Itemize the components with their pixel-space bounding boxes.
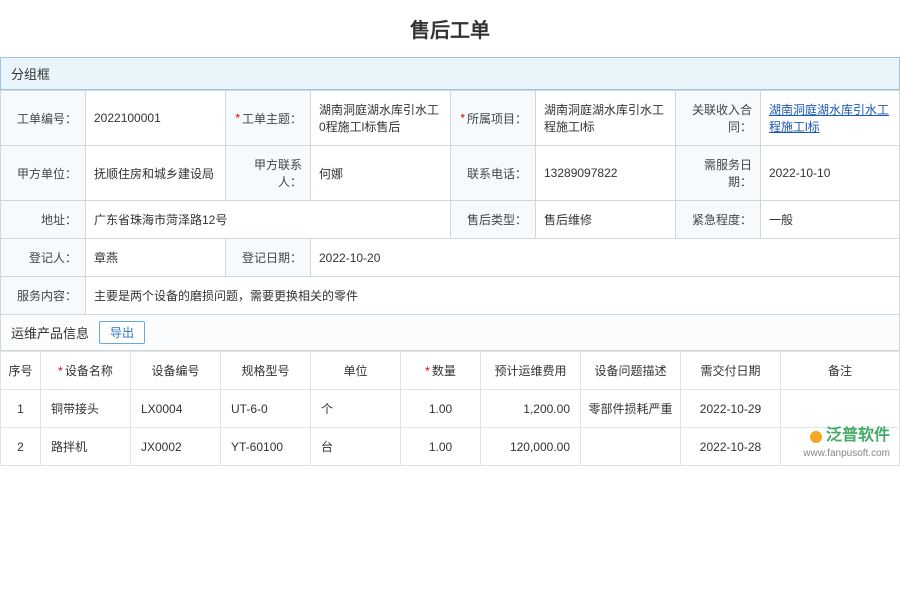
cell-seq: 2 [1, 428, 41, 466]
col-name-text: 设备名称 [65, 364, 113, 378]
label-address: 地址： [1, 201, 86, 239]
col-seq: 序号 [1, 352, 41, 390]
brand-url: www.fanpusoft.com [803, 447, 890, 460]
value-order-no: 2022100001 [86, 91, 226, 146]
label-subject: *工单主题： [226, 91, 311, 146]
page-title: 售后工单 [0, 0, 900, 57]
cell-qty: 1.00 [401, 428, 481, 466]
cell-due: 2022-10-29 [681, 390, 781, 428]
watermark: 泛普软件 www.fanpusoft.com [803, 426, 890, 460]
value-service-date: 2022-10-10 [761, 146, 900, 201]
logo-icon [810, 431, 822, 443]
label-project-text: 所属项目： [467, 110, 527, 127]
value-phone: 13289097822 [536, 146, 676, 201]
cell-due: 2022-10-28 [681, 428, 781, 466]
cell-code: JX0002 [131, 428, 221, 466]
cell-seq: 1 [1, 390, 41, 428]
col-issue: 设备问题描述 [581, 352, 681, 390]
label-contract: 关联收入合同： [676, 91, 761, 146]
table-header-row: 序号 *设备名称 设备编号 规格型号 单位 *数量 预计运维费用 设备问题描述 … [1, 352, 900, 390]
value-address: 广东省珠海市菏泽路12号 [86, 201, 451, 239]
group-box-header: 分组框 [0, 57, 900, 90]
label-service-date: 需服务日期： [676, 146, 761, 201]
export-button[interactable]: 导出 [99, 321, 145, 344]
col-name: *设备名称 [41, 352, 131, 390]
cell-est-cost: 120,000.00 [481, 428, 581, 466]
cell-issue [581, 428, 681, 466]
col-qty: *数量 [401, 352, 481, 390]
col-unit: 单位 [311, 352, 401, 390]
table-row: 2路拌机JX0002YT-60100台1.00120,000.00 2022-10… [1, 428, 900, 466]
subsection-header: 运维产品信息 导出 [0, 315, 900, 351]
label-party: 甲方单位： [1, 146, 86, 201]
label-subject-text: 工单主题： [242, 110, 302, 127]
col-est-cost: 预计运维费用 [481, 352, 581, 390]
col-remark: 备注 [781, 352, 900, 390]
label-urgency: 紧急程度： [676, 201, 761, 239]
cell-est-cost: 1,200.00 [481, 390, 581, 428]
cell-name: 路拌机 [41, 428, 131, 466]
label-reg-date: 登记日期： [226, 239, 311, 277]
cell-unit: 台 [311, 428, 401, 466]
table-row: 1铜带接头LX0004UT-6-0个1.001,200.00零部件损耗严重202… [1, 390, 900, 428]
cell-unit: 个 [311, 390, 401, 428]
product-table: 序号 *设备名称 设备编号 规格型号 单位 *数量 预计运维费用 设备问题描述 … [0, 351, 900, 466]
cell-issue: 零部件损耗严重 [581, 390, 681, 428]
label-phone: 联系电话： [451, 146, 536, 201]
value-content: 主要是两个设备的磨损问题，需要更换相关的零件 [86, 277, 900, 315]
label-registrant: 登记人： [1, 239, 86, 277]
col-spec: 规格型号 [221, 352, 311, 390]
col-due: 需交付日期 [681, 352, 781, 390]
label-contact: 甲方联系人： [226, 146, 311, 201]
form-grid: 工单编号： 2022100001 *工单主题： 湖南洞庭湖水库引水工0程施工l标… [0, 90, 900, 315]
label-content: 服务内容： [1, 277, 86, 315]
cell-qty: 1.00 [401, 390, 481, 428]
value-party: 抚顺住房和城乡建设局 [86, 146, 226, 201]
label-order-no: 工单编号： [1, 91, 86, 146]
value-subject: 湖南洞庭湖水库引水工0程施工l标售后 [311, 91, 451, 146]
value-after-type: 售后维修 [536, 201, 676, 239]
cell-code: LX0004 [131, 390, 221, 428]
value-urgency: 一般 [761, 201, 900, 239]
value-reg-date: 2022-10-20 [311, 239, 900, 277]
col-code: 设备编号 [131, 352, 221, 390]
cell-remark [781, 390, 900, 428]
cell-spec: UT-6-0 [221, 390, 311, 428]
cell-spec: YT-60100 [221, 428, 311, 466]
cell-name: 铜带接头 [41, 390, 131, 428]
value-contract: 湖南洞庭湖水库引水工程施工l标 [761, 91, 900, 146]
col-qty-text: 数量 [432, 364, 456, 378]
label-after-type: 售后类型： [451, 201, 536, 239]
value-project: 湖南洞庭湖水库引水工程施工l标 [536, 91, 676, 146]
subsection-title: 运维产品信息 [11, 323, 89, 342]
brand-text: 泛普软件 [826, 426, 890, 447]
contract-link[interactable]: 湖南洞庭湖水库引水工程施工l标 [769, 101, 891, 135]
value-contact: 何娜 [311, 146, 451, 201]
value-registrant: 章燕 [86, 239, 226, 277]
label-project: *所属项目： [451, 91, 536, 146]
